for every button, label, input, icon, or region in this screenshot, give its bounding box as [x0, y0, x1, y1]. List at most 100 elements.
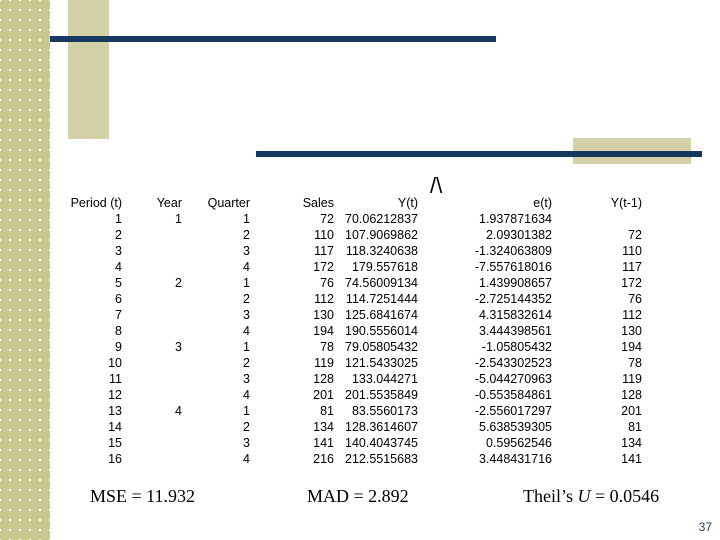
table-row: 11 3 128 133.044271 -5.044270963 119 [62, 371, 642, 387]
decorative-olive-block-left [68, 0, 109, 139]
table-row: 15 3 141 140.4043745 0.59562546 134 [62, 435, 642, 451]
table-cell: 110 [622, 244, 642, 258]
table-row: 16 4 216 212.5515683 3.448431716 141 [62, 451, 642, 467]
table-cell: 1.439908657 [479, 276, 552, 290]
table-cell: 190.5556014 [345, 324, 418, 338]
table-cell: 112 [314, 292, 334, 306]
table-cell: 0.59562546 [485, 436, 552, 450]
table-cell: 3 [243, 436, 250, 450]
table-cell: 2 [175, 276, 182, 290]
table-cell: 76 [320, 276, 334, 290]
table-cell: -1.324063809 [474, 244, 552, 258]
table-cell: 79.05805432 [345, 340, 418, 354]
table-cell [122, 243, 182, 259]
table-cell: 4.315832614 [479, 308, 552, 322]
table-cell: 117 [314, 244, 334, 258]
table-cell: 78 [320, 340, 334, 354]
table-cell: 1 [243, 340, 250, 354]
table-cell: 121.5433025 [345, 356, 418, 370]
table-cell: 117 [622, 260, 642, 274]
table-cell: 4 [243, 452, 250, 466]
table-cell: 1 [243, 404, 250, 418]
table-cell: -1.05805432 [481, 340, 552, 354]
page-number: 37 [698, 520, 712, 534]
table-cell: -2.556017297 [474, 404, 552, 418]
table-cell: 8 [115, 324, 122, 338]
table-cell [122, 323, 182, 339]
table-cell: -0.553584861 [474, 388, 552, 402]
table-cell: 216 [313, 452, 334, 466]
table-row: 1 1 1 72 70.06212837 1.937871634 [62, 211, 642, 227]
table-cell: 141 [621, 452, 642, 466]
table-cell: 201.5535849 [345, 388, 418, 402]
table-row: 13 4 1 81 83.5560173 -2.556017297 201 [62, 403, 642, 419]
table-cell: 13 [108, 404, 122, 418]
table-cell: 212.5515683 [345, 452, 418, 466]
forecast-table: Period (t) Year Quarter Sales Y(t) e(t) Y(t-1)… [62, 194, 642, 467]
table-cell: -2.725144352 [474, 292, 552, 306]
table-cell: 128 [621, 388, 642, 402]
table-cell: 78 [628, 356, 642, 370]
table-row: 5 2 1 76 74.56009134 1.439908657 172 [62, 275, 642, 291]
table-cell: 125.6841674 [345, 308, 418, 322]
table-cell: 1 [115, 212, 122, 226]
table-cell: 5 [115, 276, 122, 290]
table-cell: 6 [115, 292, 122, 306]
table-cell: 83.5560173 [351, 404, 418, 418]
table-cell: 7 [115, 308, 122, 322]
table-cell: 70.06212837 [345, 212, 418, 226]
table-cell: 114.7251444 [345, 292, 418, 306]
table-row: 10 2 119 121.5433025 -2.543302523 78 [62, 355, 642, 371]
table-cell [122, 371, 182, 387]
table-cell: -7.557618016 [474, 260, 552, 274]
table-cell: 2 [115, 228, 122, 242]
table-cell: 3 [115, 244, 122, 258]
table-cell: 140.4043745 [345, 436, 418, 450]
column-header: Sales [302, 195, 334, 210]
table-cell: 110 [314, 228, 334, 242]
column-header: Year [156, 195, 182, 210]
table-cell: 128 [313, 372, 334, 386]
hat-symbol: /\ [430, 173, 443, 198]
table-cell: 3 [175, 340, 182, 354]
table-cell: 134 [313, 420, 334, 434]
table-cell [552, 211, 642, 227]
table-cell: 194 [313, 324, 334, 338]
table-cell: 81 [628, 420, 642, 434]
table-cell: 130 [313, 308, 334, 322]
table-cell: 9 [115, 340, 122, 354]
table-cell: 10 [108, 356, 122, 370]
table-cell: 119 [622, 372, 642, 386]
table-cell: 12 [108, 388, 122, 402]
table-cell: 1 [243, 276, 250, 290]
table-cell: 4 [115, 260, 122, 274]
table-cell: 76 [628, 292, 642, 306]
table-cell: 3 [243, 372, 250, 386]
table-row: 9 3 1 78 79.05805432 -1.05805432 194 [62, 339, 642, 355]
decorative-navy-bar-mid [256, 151, 702, 157]
table-cell: 141 [313, 436, 334, 450]
table-cell: 194 [621, 340, 642, 354]
table-cell: 5.638539305 [479, 420, 552, 434]
table-cell: 112 [622, 308, 642, 322]
table-cell: 4 [243, 324, 250, 338]
table-cell: 3 [243, 244, 250, 258]
table-cell: 179.557618 [351, 260, 418, 274]
column-header: Y(t-1) [610, 195, 642, 210]
table-cell [122, 435, 182, 451]
column-header: e(t) [533, 195, 552, 210]
table-cell: 2 [243, 228, 250, 242]
theil-variable: U [577, 486, 591, 506]
table-cell [122, 387, 182, 403]
column-header: Quarter [207, 195, 250, 210]
table-cell: 1 [243, 212, 250, 226]
table-cell: 72 [628, 228, 642, 242]
table-cell [122, 307, 182, 323]
table-cell: 14 [108, 420, 122, 434]
table-body: 1 1 1 72 70.06212837 1.937871634 2 2 110 107.9069… [62, 211, 642, 467]
table-cell: 133.044271 [351, 372, 418, 386]
table-cell: 1.937871634 [479, 212, 552, 226]
table-cell: 1 [175, 212, 182, 226]
mse-metric: MSE = 11.932 [90, 486, 195, 506]
table-cell: 72 [320, 212, 334, 226]
